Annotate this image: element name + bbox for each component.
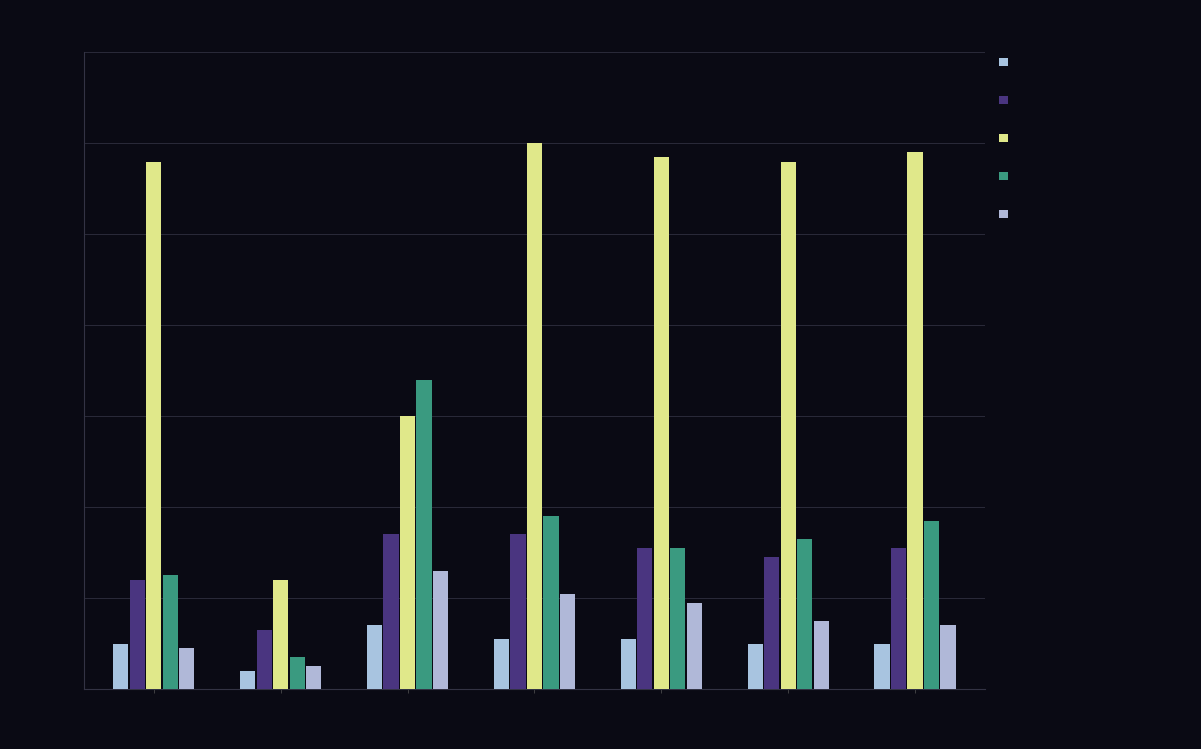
Bar	[368, 625, 382, 689]
Bar	[560, 594, 575, 689]
Bar	[747, 643, 763, 689]
Bar	[113, 643, 129, 689]
Bar	[417, 380, 431, 689]
Bar	[543, 516, 558, 689]
Bar	[434, 571, 448, 689]
Bar	[147, 162, 161, 689]
Bar	[257, 630, 271, 689]
Bar	[653, 157, 669, 689]
Bar	[781, 162, 796, 689]
Bar	[289, 658, 305, 689]
Bar	[510, 535, 526, 689]
Bar	[764, 557, 779, 689]
Bar	[494, 639, 509, 689]
Bar	[240, 671, 256, 689]
Bar	[273, 580, 288, 689]
Bar	[813, 621, 829, 689]
Bar	[163, 575, 178, 689]
Bar	[797, 539, 812, 689]
Bar	[908, 153, 922, 689]
Bar	[924, 521, 939, 689]
Bar	[383, 535, 399, 689]
Bar	[638, 548, 652, 689]
Bar	[891, 548, 906, 689]
Bar	[874, 643, 890, 689]
Bar	[306, 667, 322, 689]
Bar	[940, 625, 956, 689]
Bar	[527, 143, 542, 689]
Bar	[179, 648, 195, 689]
Bar	[621, 639, 635, 689]
Bar	[400, 416, 416, 689]
Bar	[687, 603, 701, 689]
Bar	[670, 548, 686, 689]
Bar	[130, 580, 145, 689]
Legend: , , , , : , , , ,	[999, 58, 1011, 219]
